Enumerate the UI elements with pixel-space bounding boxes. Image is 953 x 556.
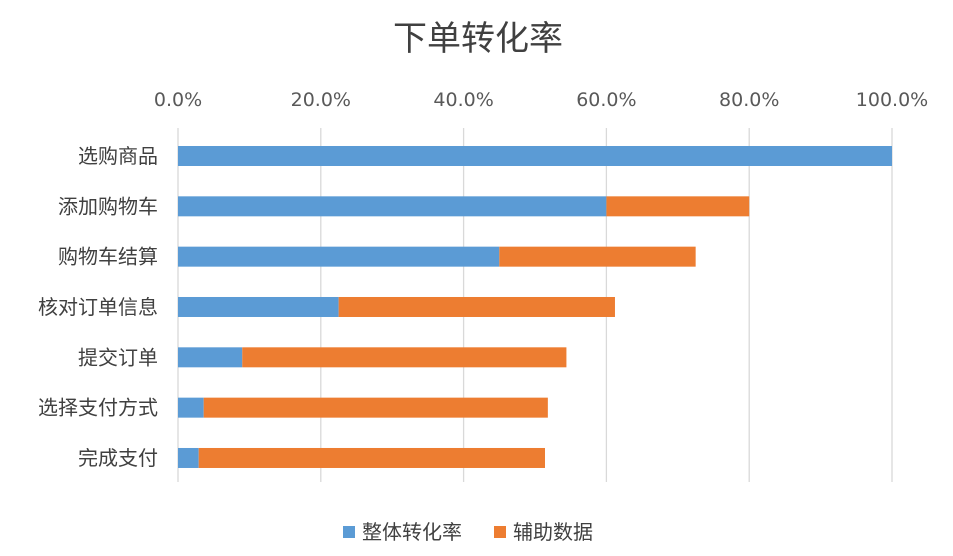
x-tick-label: 60.0% [576, 89, 636, 111]
bar-auxiliary-data [606, 196, 750, 217]
x-tick-label: 0.0% [154, 89, 202, 111]
x-tick-label: 100.0% [856, 89, 928, 111]
legend-item-auxiliary-data: 辅助数据 [494, 520, 593, 544]
chart-title: 下单转化率 [393, 19, 563, 59]
legend-swatch [343, 526, 355, 538]
bar-auxiliary-data [499, 246, 696, 267]
x-tick-label: 80.0% [719, 89, 779, 111]
legend-label: 辅助数据 [513, 520, 593, 544]
bar-auxiliary-data [338, 296, 615, 317]
legend: 整体转化率 辅助数据 [343, 520, 593, 544]
bar-overall-conversion [178, 347, 243, 368]
category-label: 提交订单 [78, 345, 158, 369]
legend-label: 整体转化率 [362, 520, 462, 544]
x-tick-label: 40.0% [433, 89, 493, 111]
bar-overall-conversion [178, 397, 204, 418]
category-label: 核对订单信息 [38, 295, 158, 319]
legend-swatch [494, 526, 506, 538]
category-label: 完成支付 [78, 446, 158, 470]
bar-auxiliary-data [242, 347, 567, 368]
bar-overall-conversion [178, 146, 892, 166]
x-tick-label: 20.0% [291, 89, 351, 111]
category-label: 选择支付方式 [38, 396, 158, 420]
category-label: 选购商品 [78, 144, 158, 168]
bar-overall-conversion [178, 196, 607, 217]
x-axis-ticks: 0.0% 20.0% 40.0% 60.0% 80.0% 100.0% [154, 89, 928, 111]
bars [178, 146, 892, 468]
category-label: 购物车结算 [58, 245, 158, 269]
category-label: 添加购物车 [58, 194, 158, 218]
bar-auxiliary-data [203, 397, 548, 418]
bar-overall-conversion [178, 296, 339, 317]
legend-item-overall-conversion: 整体转化率 [343, 520, 462, 544]
bar-overall-conversion [178, 447, 199, 468]
bar-auxiliary-data [198, 447, 545, 468]
bar-overall-conversion [178, 246, 500, 267]
